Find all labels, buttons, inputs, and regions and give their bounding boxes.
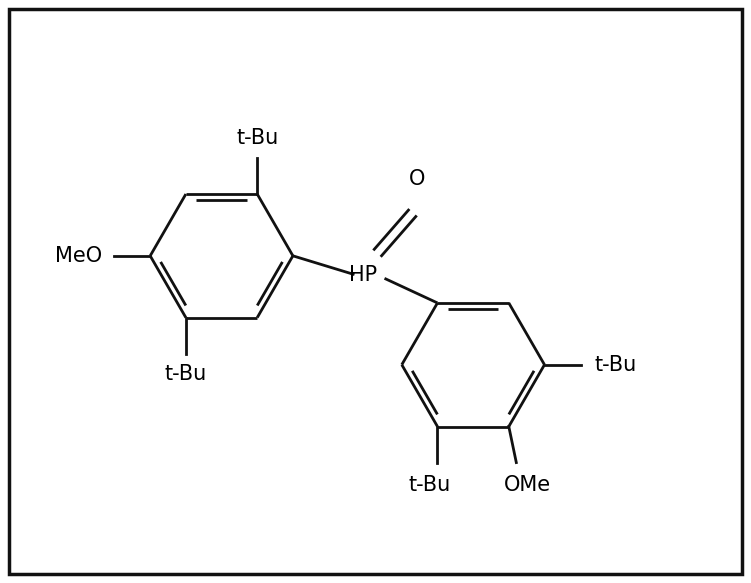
Text: O: O	[409, 169, 426, 189]
Text: OMe: OMe	[504, 475, 551, 495]
Text: t-Bu: t-Bu	[164, 364, 207, 384]
Text: t-Bu: t-Bu	[236, 128, 279, 147]
Text: HP: HP	[349, 265, 378, 285]
Text: t-Bu: t-Bu	[595, 354, 637, 375]
Text: t-Bu: t-Bu	[409, 475, 451, 495]
Text: MeO: MeO	[56, 246, 102, 266]
